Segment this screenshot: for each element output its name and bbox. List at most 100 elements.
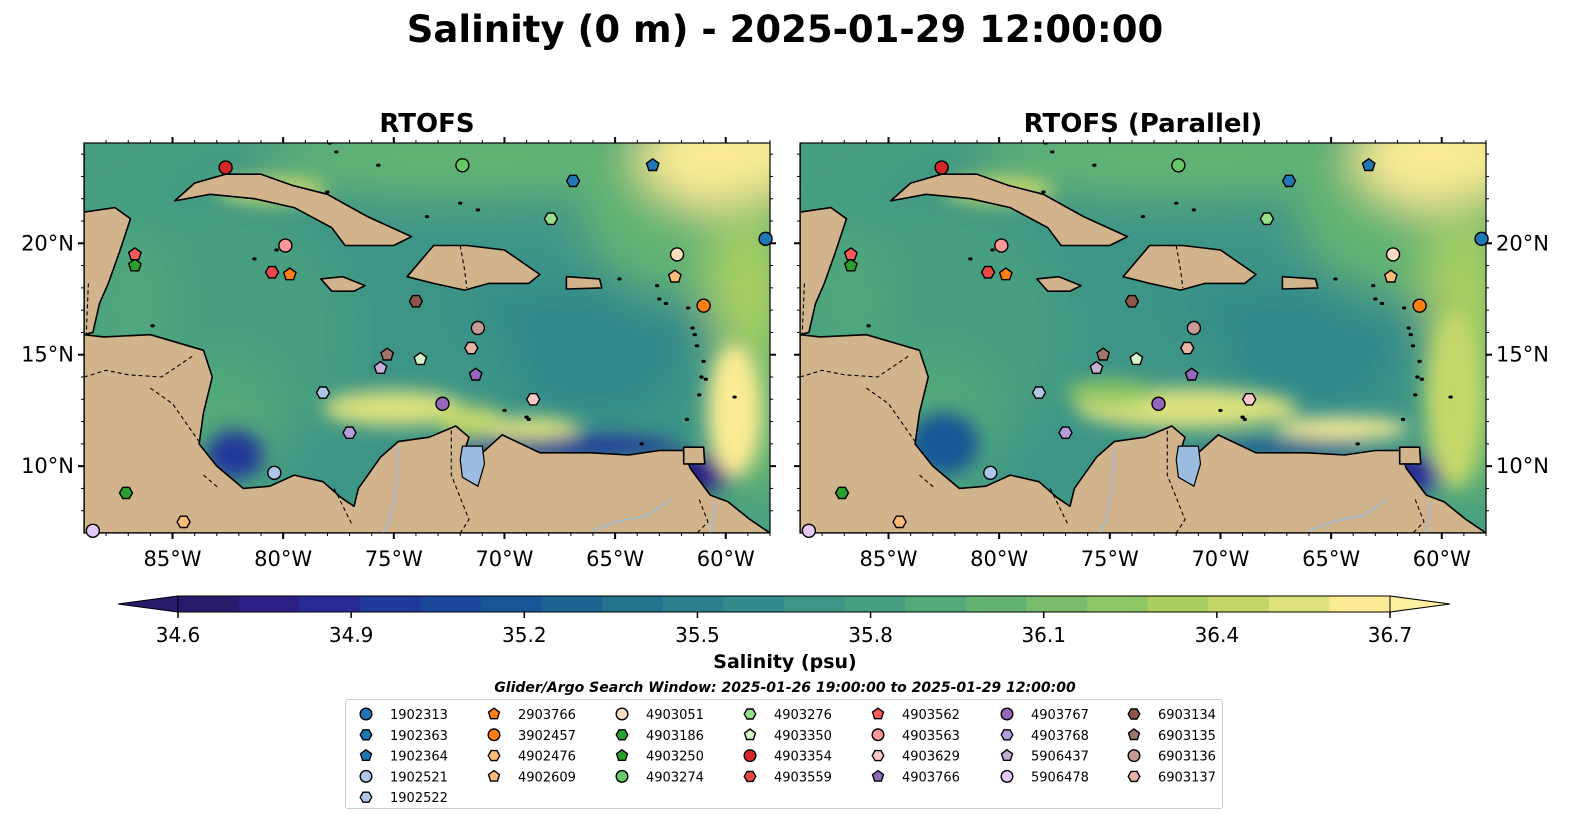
legend-label: 1902363	[390, 729, 448, 744]
x-tick-label: 85°W	[144, 547, 202, 571]
legend-entry-4903767: 4903767	[1000, 707, 1089, 723]
colorbar-segment	[905, 596, 967, 612]
float-marker-4903562	[843, 247, 858, 261]
colorbar-segment	[784, 596, 846, 612]
legend-marker-5906437	[1000, 748, 1014, 761]
float-marker-1902313	[1474, 231, 1489, 247]
legend-entry-1902363: 1902363	[359, 729, 448, 744]
legend-label: 6903134	[1158, 708, 1216, 723]
island	[1041, 190, 1046, 194]
legend-entry-4902609: 4902609	[487, 769, 576, 785]
legend-marker-4903767	[1000, 707, 1014, 721]
legend-marker-1902313	[359, 707, 373, 721]
island	[654, 284, 660, 288]
island	[694, 344, 700, 348]
legend-label: 4903768	[1031, 729, 1089, 744]
salinity-patch	[708, 343, 762, 478]
island	[1406, 326, 1411, 330]
legend-label: 4903350	[774, 729, 832, 744]
float-marker-4903629	[525, 393, 541, 406]
y-tick-label: 10°N	[21, 454, 74, 478]
float-marker-4903276	[1259, 212, 1275, 226]
legend-label: 4902609	[518, 770, 576, 785]
y-tick-label: 15°N	[21, 343, 74, 367]
salinity-patch	[482, 417, 580, 440]
island	[1355, 442, 1360, 446]
float-marker-1902521	[267, 465, 282, 481]
colorbar-tick-label: 34.6	[156, 623, 201, 647]
map-frame-rtofs-parallel	[799, 142, 1487, 534]
float-marker-4903186	[118, 486, 134, 500]
island	[376, 163, 381, 167]
island	[696, 393, 702, 397]
float-marker-4903767	[1151, 396, 1166, 411]
salinity-patch	[1220, 310, 1398, 422]
map-frame-rtofs	[83, 142, 771, 534]
colorbar-segment	[965, 596, 1027, 612]
legend-label: 5906437	[1031, 750, 1089, 765]
float-marker-2903766	[998, 267, 1013, 281]
float-marker-2903766	[282, 267, 297, 281]
float-marker-4903250	[843, 258, 858, 272]
legend-marker-4903274	[615, 769, 629, 783]
country-border	[459, 245, 468, 288]
river	[1098, 446, 1115, 533]
float-marker-5906437	[1089, 360, 1104, 374]
country-border	[84, 354, 195, 378]
float-marker-4903350	[413, 351, 428, 366]
colorbar-extend-max	[1389, 595, 1451, 613]
lake-maracaibo	[459, 445, 486, 488]
float-marker-4903559	[980, 265, 996, 279]
salinity-field-rtofs-parallel	[800, 143, 1486, 533]
country-border	[203, 474, 220, 489]
legend-label: 4903629	[902, 750, 960, 765]
colorbar-segment	[1268, 596, 1330, 612]
land-hispaniola	[406, 244, 541, 291]
colorbar-tick-label: 35.8	[848, 623, 893, 647]
float-marker-4903051	[669, 247, 685, 262]
legend-entry-1902313: 1902313	[359, 707, 448, 723]
legend-entry-4903051: 4903051	[615, 707, 704, 723]
legend-entry-4903629: 4903629	[871, 750, 960, 765]
island	[274, 248, 279, 252]
legend-marker-4903276	[743, 708, 757, 720]
country-border	[1175, 245, 1184, 288]
float-marker-1902522	[315, 386, 331, 399]
legend-label: 4903274	[646, 770, 704, 785]
float-marker-1902521	[983, 465, 998, 481]
island	[1379, 301, 1385, 306]
legend-entry-1902522: 1902522	[359, 791, 448, 806]
colorbar-segment	[1026, 596, 1088, 612]
legend-marker-5906478	[1000, 769, 1014, 783]
float-marker-6903137	[463, 341, 479, 355]
island	[252, 257, 257, 261]
land-hispaniola	[1122, 244, 1257, 291]
float-marker-4903350	[1129, 351, 1144, 366]
lake-maracaibo	[1175, 445, 1202, 488]
legend-label: 4903766	[902, 770, 960, 785]
island	[1333, 277, 1338, 281]
country-border	[866, 387, 916, 442]
y-tick-label: 15°N	[1496, 343, 1549, 367]
figure-title: Salinity (0 m) - 2025-01-29 12:00:00	[407, 8, 1163, 51]
island	[1173, 201, 1179, 205]
y-tick-label: 20°N	[1496, 231, 1549, 255]
legend-entry-4902476: 4902476	[487, 750, 576, 765]
float-marker-4903768	[342, 426, 357, 439]
float-legend: 1902313 1902363 1902364 1902521 1902522 29037…	[345, 699, 1223, 809]
colorbar-tick-label: 35.2	[502, 623, 547, 647]
legend-label: 4903051	[646, 708, 704, 723]
legend-marker-4903186	[615, 729, 629, 741]
colorbar-segment	[1329, 596, 1391, 612]
land-jamaica	[319, 275, 366, 293]
island	[685, 306, 691, 310]
legend-entry-2903766: 2903766	[487, 707, 576, 723]
colorbar-segment	[178, 596, 240, 612]
legend-entry-4903276: 4903276	[743, 708, 832, 723]
panel-title-rtofs: RTOFS	[379, 109, 474, 139]
legend-entry-5906478: 5906478	[1000, 769, 1089, 785]
salinity-patch	[637, 143, 770, 210]
float-marker-6903134	[1124, 294, 1140, 308]
legend-marker-4903562	[871, 707, 885, 720]
